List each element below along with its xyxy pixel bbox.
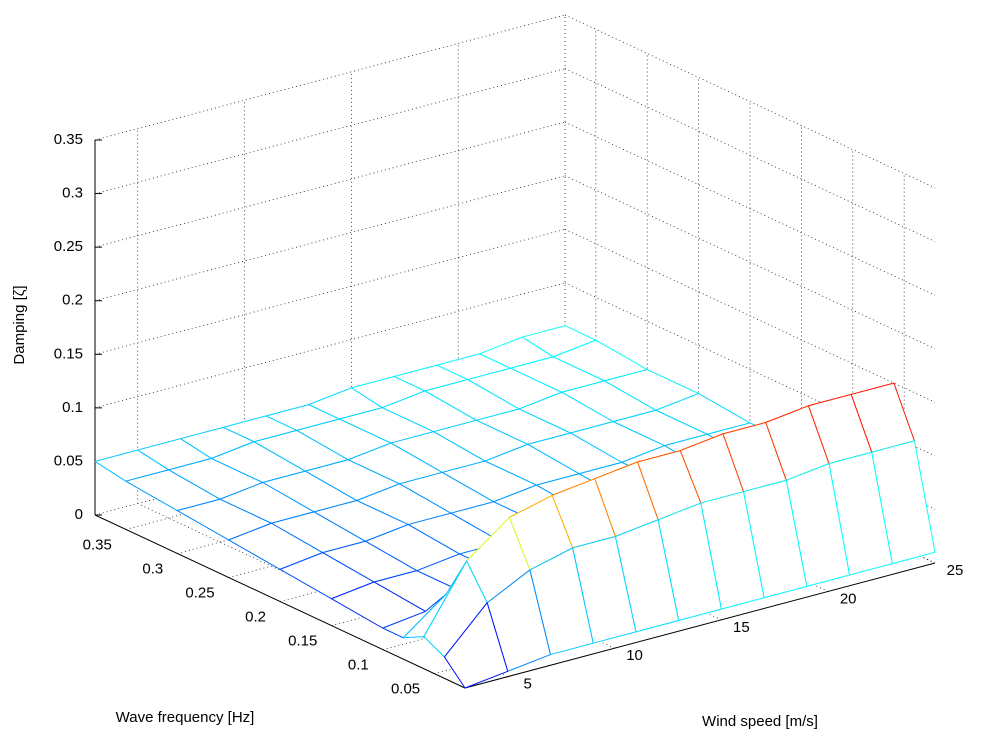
z-tick-label: 0.35 <box>54 131 83 148</box>
z-tick-label: 0 <box>75 506 83 523</box>
y-tick-label: 0.15 <box>288 632 317 649</box>
grid-line <box>564 68 936 242</box>
z-tick-label: 0.05 <box>54 452 83 469</box>
grid-line <box>94 121 566 248</box>
y-tick-label: 0.3 <box>142 560 163 577</box>
grid-line <box>564 121 936 296</box>
grid-line <box>94 14 566 141</box>
axis-line <box>94 514 466 689</box>
z-tick-label: 0.2 <box>62 292 83 309</box>
z-tick-label: 0.1 <box>62 399 83 416</box>
grid-line <box>94 228 566 355</box>
grid-line <box>564 175 936 350</box>
z-axis-label: Damping [ζ] <box>11 285 28 364</box>
surface-cell <box>443 602 509 689</box>
z-tick-label: 0.15 <box>54 345 83 362</box>
y-tick-label: 0.2 <box>245 608 266 625</box>
x-tick-label: 5 <box>524 676 532 693</box>
x-tick-label: 25 <box>947 562 964 579</box>
y-tick-label: 0.25 <box>185 584 214 601</box>
y-tick-label: 0.35 <box>83 536 112 553</box>
grid-line <box>94 175 566 302</box>
x-axis-label: Wind speed [m/s] <box>702 713 818 730</box>
x-tick-label: 15 <box>733 619 750 636</box>
z-tick-label: 0.25 <box>54 238 83 255</box>
y-axis-label: Wave frequency [Hz] <box>116 709 255 726</box>
x-tick-label: 20 <box>840 590 857 607</box>
axis-line <box>464 562 936 689</box>
y-tick-label: 0.05 <box>391 681 420 698</box>
z-tick-label: 0.3 <box>62 185 83 202</box>
y-tick-label: 0.1 <box>348 657 369 674</box>
x-tick-label: 10 <box>626 647 643 664</box>
grid-line <box>564 14 936 189</box>
grid-line <box>94 68 566 194</box>
